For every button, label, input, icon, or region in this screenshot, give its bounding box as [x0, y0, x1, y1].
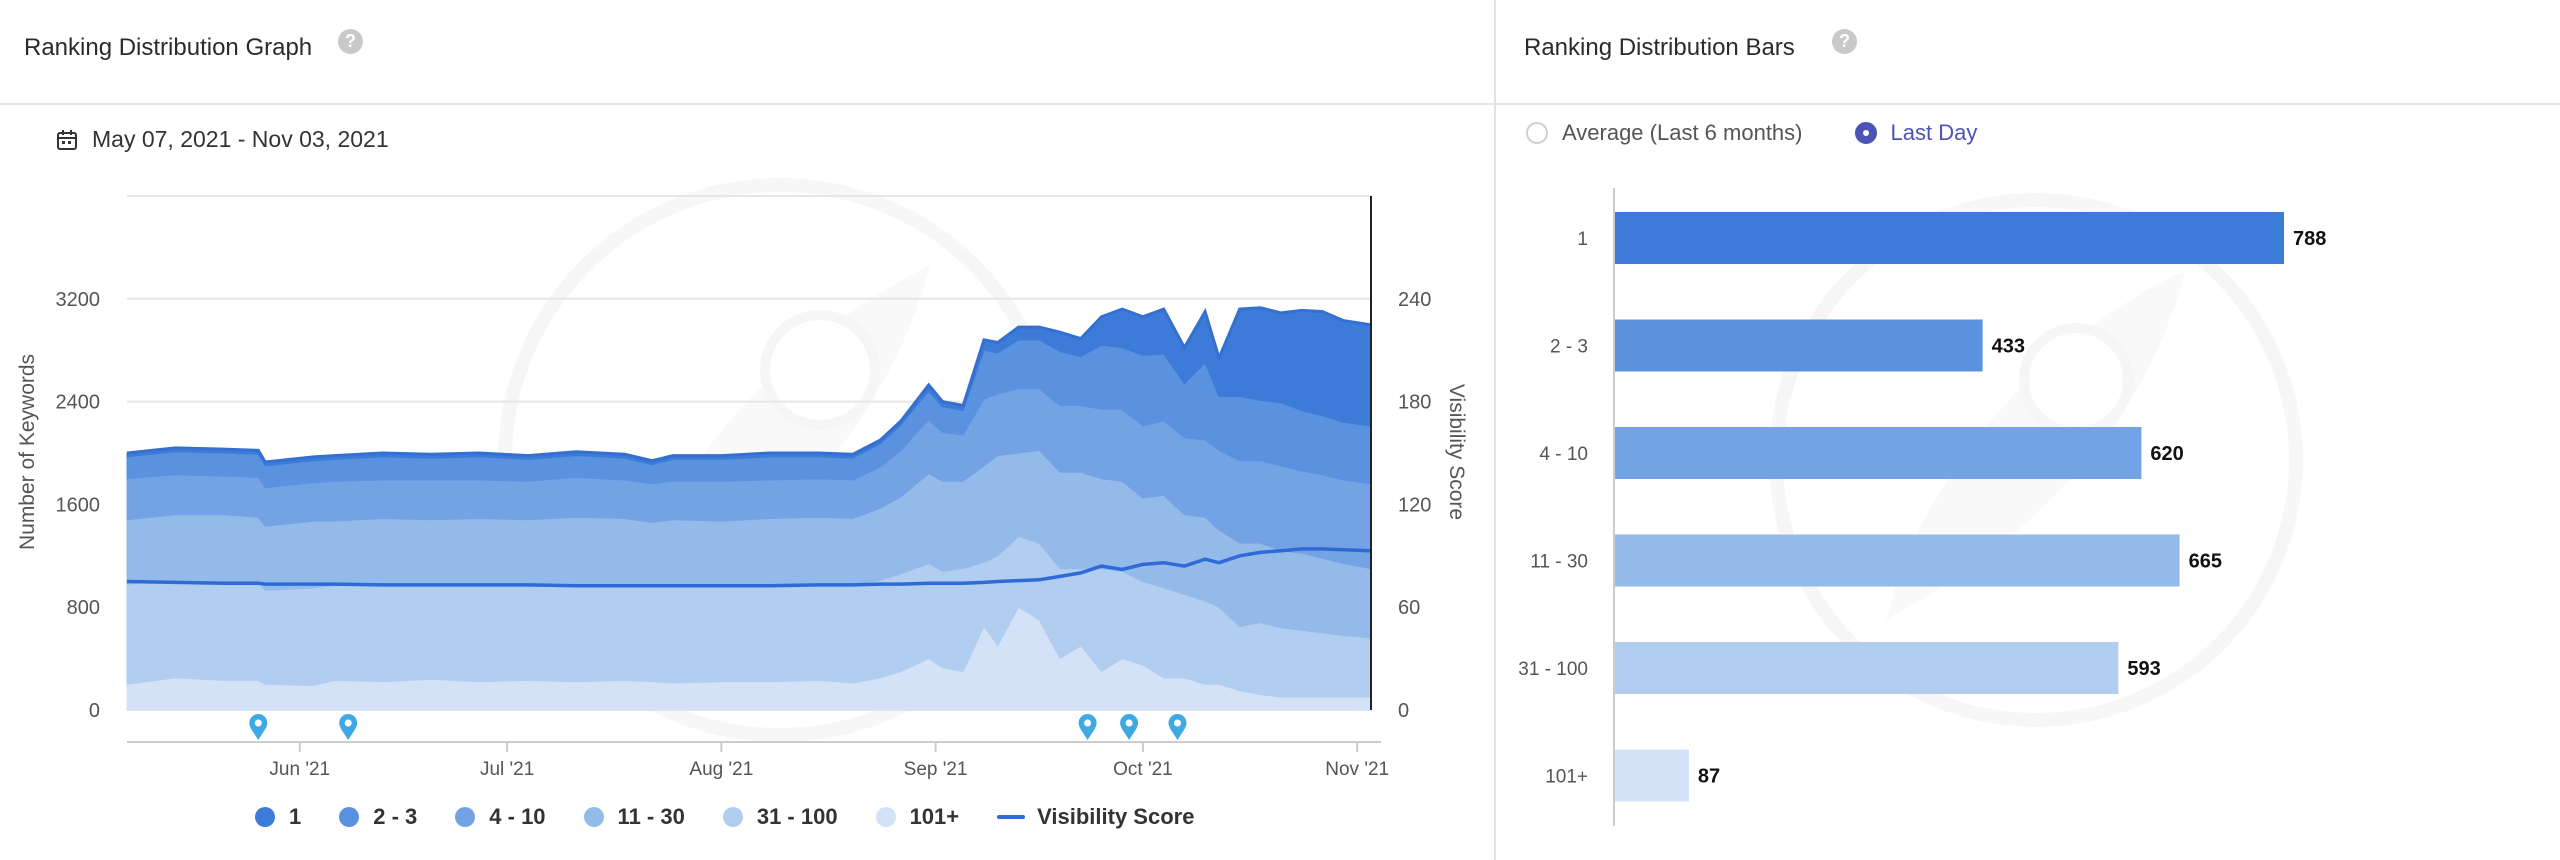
y2-tick-label: 240	[1398, 289, 1431, 311]
legend-swatch	[997, 815, 1026, 819]
legend-item[interactable]: 2 - 3	[339, 804, 417, 830]
bar-11-30[interactable]	[1615, 534, 2180, 587]
legend-swatch	[583, 807, 604, 827]
legend-item[interactable]: 1	[255, 804, 301, 830]
panel-title: Ranking Distribution Graph	[24, 34, 313, 61]
ranking-distribution-area-chart: 0 800 1600 2400 3200 0 60 120 180 240 Jun '21 Jul…	[16, 195, 1468, 780]
panel-header: Ranking Distribution Bars ?	[1496, 0, 2560, 105]
y-tick-label: 3200	[56, 289, 101, 311]
visibility-score-series	[126, 547, 1372, 588]
map-pin-icon[interactable]	[339, 714, 358, 740]
map-pin-icon[interactable]	[1168, 714, 1187, 740]
date-range-picker[interactable]: May 07, 2021 - Nov 03, 2021	[56, 126, 389, 153]
panel-header: Ranking Distribution Graph ?	[0, 0, 1494, 105]
y2-tick-label: 0	[1398, 700, 1409, 722]
visibility-score-line	[126, 547, 1372, 588]
radio-last-day[interactable]: Last Day	[1854, 120, 1978, 146]
bar-category-label: 2 - 3	[1550, 337, 1588, 358]
legend-item[interactable]: 11 - 30	[583, 804, 685, 830]
y-tick-label: 2400	[56, 392, 101, 414]
x-tick-label: Sep '21	[904, 759, 968, 780]
bar-1[interactable]	[1615, 212, 2284, 264]
radio-average-last-6-months[interactable]: Average (Last 6 months)	[1526, 120, 1803, 146]
bar-category-label: 31 - 100	[1518, 659, 1588, 680]
legend-label: 4 - 10	[489, 804, 546, 829]
bar-2-3[interactable]	[1615, 319, 1983, 372]
y-axis-title: Number of Keywords	[16, 354, 39, 550]
legend-item[interactable]: 4 - 10	[455, 804, 546, 830]
legend-label: 1	[289, 804, 302, 829]
annotation-markers[interactable]	[249, 714, 1187, 740]
bar-marks: 788 1 433 2 - 3 620 4 - 10 665 11 - 30 593 31 - 1…	[1518, 212, 2326, 802]
bar-value-label: 620	[2150, 443, 2183, 465]
legend-swatch	[255, 807, 275, 827]
map-pin-icon[interactable]	[1078, 714, 1097, 740]
radio-circle-icon[interactable]	[1526, 122, 1548, 144]
legend-item[interactable]: 101+	[875, 804, 960, 830]
x-tick-label: Oct '21	[1113, 759, 1173, 780]
y-axis-tick-labels: 0 800 1600 2400 3200	[56, 289, 101, 722]
legend-swatch	[455, 807, 476, 827]
ranking-distribution-bars-panel: Ranking Distribution Bars ? Average (Las…	[1496, 0, 2560, 860]
x-tick-label: Jul '21	[480, 759, 534, 780]
bar-value-label: 788	[2293, 228, 2326, 250]
total-top-edge	[126, 306, 1372, 464]
bar-101[interactable]	[1615, 749, 1689, 802]
bar-4-10[interactable]	[1615, 427, 2142, 479]
y2-tick-label: 60	[1398, 597, 1420, 619]
calendar-icon	[57, 129, 77, 150]
y-tick-label: 0	[89, 700, 100, 722]
panel-title: Ranking Distribution Bars	[1524, 34, 1795, 61]
bar-value-label: 665	[2189, 551, 2222, 573]
radio-label[interactable]: Average (Last 6 months)	[1562, 120, 1803, 145]
y2-axis-title: Visibility Score	[1445, 384, 1468, 520]
legend-swatch	[339, 807, 360, 827]
question-circle-icon[interactable]: ?	[338, 29, 363, 54]
radio-label[interactable]: Last Day	[1890, 120, 1978, 145]
bar-category-label: 1	[1577, 229, 1588, 250]
bar-category-label: 4 - 10	[1539, 444, 1588, 465]
chart-legend: 1 2 - 3 4 - 10 11 - 30 31 - 100 101+ Visibilit…	[255, 804, 1232, 830]
legend-item[interactable]: Visibility Score	[997, 804, 1194, 830]
x-tick-label: Aug '21	[689, 759, 753, 780]
question-circle-icon[interactable]: ?	[1832, 29, 1857, 54]
legend-label: 31 - 100	[756, 804, 838, 829]
legend-label: Visibility Score	[1037, 804, 1195, 829]
bar-category-label: 11 - 30	[1530, 552, 1588, 573]
ranking-distribution-graph-panel: Ranking Distribution Graph ? May 07, 202…	[0, 0, 1496, 860]
map-pin-icon[interactable]	[1120, 714, 1139, 740]
radio-selected-icon[interactable]	[1854, 122, 1877, 144]
map-pin-icon[interactable]	[249, 714, 268, 740]
bar-category-label: 101+	[1545, 767, 1588, 788]
chart-area-layers	[126, 306, 1372, 711]
y-tick-label: 1600	[56, 494, 101, 516]
legend-label: 2 - 3	[373, 804, 418, 829]
legend-swatch	[722, 807, 743, 827]
y-tick-label: 800	[67, 597, 100, 619]
x-tick-label: Nov '21	[1325, 759, 1389, 780]
legend-label: 101+	[909, 804, 960, 829]
y2-axis-tick-labels: 0 60 120 180 240	[1398, 289, 1431, 722]
y2-tick-label: 120	[1398, 494, 1431, 516]
x-tick-label: Jun '21	[269, 759, 330, 780]
period-radio-group: Average (Last 6 months) Last Day	[1526, 120, 2029, 146]
x-axis-tick-labels: Jun '21 Jul '21 Aug '21 Sep '21 Oct '21 Nov '…	[269, 742, 1389, 780]
y2-tick-label: 180	[1398, 392, 1431, 414]
legend-item[interactable]: 31 - 100	[722, 804, 838, 830]
date-range-text: May 07, 2021 - Nov 03, 2021	[92, 126, 389, 152]
chart-axes	[127, 196, 1381, 743]
bar-value-label: 433	[1992, 336, 2025, 358]
bar-value-label: 593	[2127, 658, 2160, 680]
bar-31-100[interactable]	[1615, 642, 2119, 694]
bar-value-label: 87	[1698, 766, 1720, 788]
legend-swatch	[875, 807, 896, 827]
legend-label: 11 - 30	[617, 804, 685, 829]
ranking-distribution-bar-chart: 788 1 433 2 - 3 620 4 - 10 665 11 - 30 593 31 - 1…	[1518, 188, 2326, 826]
